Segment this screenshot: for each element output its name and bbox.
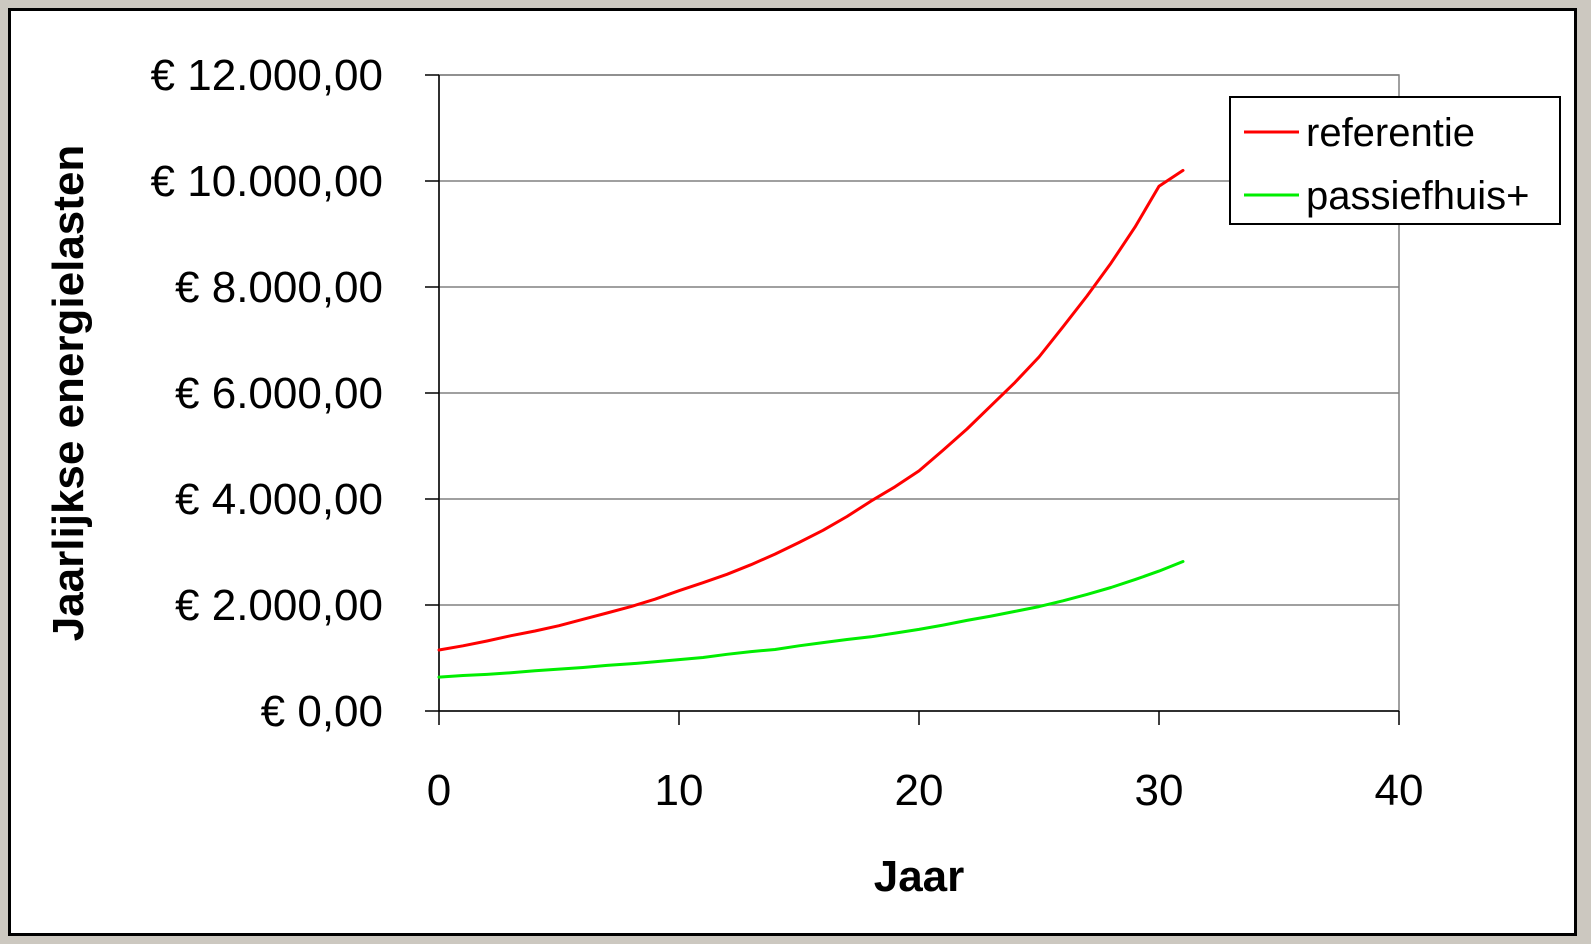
axes: [425, 74, 1400, 725]
y-tick-label: € 12.000,00: [151, 51, 383, 100]
legend-label-passiefhuis: passiefhuis+: [1306, 174, 1529, 218]
series-line-passiefhuis: [437, 560, 1185, 679]
x-tick-label: 10: [655, 766, 704, 815]
series-line-referentie: [437, 168, 1185, 652]
y-tick-label: € 2.000,00: [175, 581, 383, 630]
x-tick-label: 0: [427, 766, 451, 815]
x-tick-label: 20: [895, 766, 944, 815]
x-tick-label: 40: [1375, 766, 1424, 815]
x-tick-labels: 0 10 20 30 40: [427, 766, 1424, 815]
y-tick-label: € 8.000,00: [175, 263, 383, 312]
legend-label-referentie: referentie: [1306, 111, 1475, 155]
x-axis-title: Jaar: [874, 852, 965, 901]
chart: € 0,00 € 2.000,00 € 4.000,00 € 6.000,00 € 8.…: [44, 51, 1561, 901]
x-tick-label: 30: [1135, 766, 1184, 815]
legend: referentie passiefhuis+: [1229, 96, 1561, 225]
series-lines: [437, 168, 1185, 679]
y-tick-label: € 0,00: [261, 687, 383, 736]
chart-frame: € 0,00 € 2.000,00 € 4.000,00 € 6.000,00 € 8.…: [8, 8, 1577, 936]
y-tick-label: € 6.000,00: [175, 369, 383, 418]
y-tick-label: € 4.000,00: [175, 475, 383, 524]
y-tick-labels: € 0,00 € 2.000,00 € 4.000,00 € 6.000,00 € 8.…: [151, 51, 383, 736]
legend-box: [1229, 96, 1561, 225]
y-axis-title: Jaarlijkse energielasten: [44, 145, 93, 642]
y-tick-label: € 10.000,00: [151, 157, 383, 206]
